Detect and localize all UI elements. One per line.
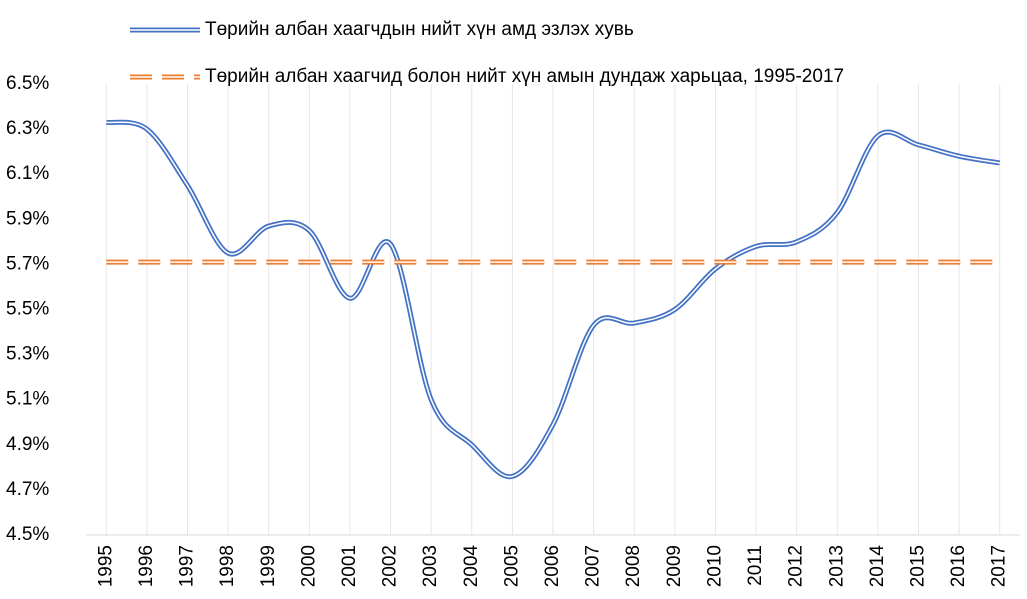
x-tick-label: 2011 xyxy=(745,545,766,586)
y-tick-label: 4.5% xyxy=(6,524,49,545)
x-tick-label: 2013 xyxy=(826,545,847,587)
x-tick-label: 2016 xyxy=(948,545,969,587)
x-tick-label: 2008 xyxy=(623,545,644,587)
x-tick-label: 2005 xyxy=(501,545,522,587)
x-tick-label: 2009 xyxy=(664,545,685,587)
y-tick-label: 6.5% xyxy=(6,73,49,94)
series-line-inner xyxy=(106,121,1000,478)
legend-label: Төрийн албан хаагчид болон нийт хүн амын… xyxy=(205,66,844,87)
x-tick-label: 2006 xyxy=(542,545,563,587)
x-tick-label: 2010 xyxy=(704,545,725,587)
y-tick-label: 5.5% xyxy=(6,299,49,320)
x-tick-label: 2000 xyxy=(298,545,319,587)
x-tick-label: 2017 xyxy=(989,545,1010,587)
x-tick-label: 2007 xyxy=(583,545,604,587)
x-tick-label: 2002 xyxy=(380,545,401,587)
y-tick-label: 4.9% xyxy=(6,434,49,455)
x-tick-label: 1996 xyxy=(136,545,157,587)
x-tick-label: 2015 xyxy=(907,545,928,587)
x-tick-label: 2014 xyxy=(867,545,888,588)
x-tick-label: 1997 xyxy=(177,545,198,587)
y-tick-label: 4.7% xyxy=(6,479,49,500)
y-tick-label: 6.3% xyxy=(6,118,49,139)
x-tick-label: 2003 xyxy=(420,545,441,587)
x-tick-label: 2001 xyxy=(339,545,360,587)
y-tick-label: 5.9% xyxy=(6,208,49,229)
legend-label: Төрийн албан хаагчдын нийт хүн амд эзлэх… xyxy=(205,19,634,40)
y-tick-label: 6.1% xyxy=(6,163,49,184)
y-tick-label: 5.1% xyxy=(6,389,49,410)
x-tick-label: 1995 xyxy=(95,545,116,587)
y-tick-label: 5.3% xyxy=(6,344,49,365)
y-tick-label: 5.7% xyxy=(6,253,49,274)
x-tick-label: 1999 xyxy=(258,545,279,587)
x-tick-label: 2012 xyxy=(786,545,807,587)
x-tick-label: 1998 xyxy=(217,545,238,587)
x-tick-label: 2004 xyxy=(461,545,482,588)
